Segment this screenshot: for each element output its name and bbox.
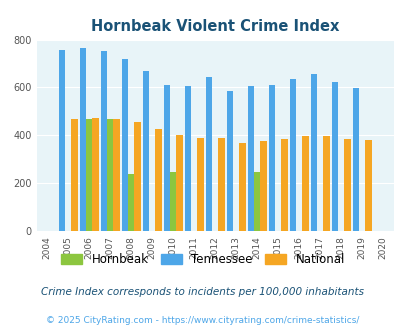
Bar	[134, 122, 140, 231]
Bar	[254, 172, 260, 231]
Bar	[142, 71, 149, 231]
Bar	[100, 51, 107, 231]
Bar	[281, 139, 287, 231]
Title: Hornbeak Violent Crime Index: Hornbeak Violent Crime Index	[91, 19, 339, 34]
Bar	[197, 138, 203, 231]
Bar	[352, 88, 358, 231]
Bar	[289, 79, 295, 231]
Bar	[302, 136, 308, 231]
Bar	[205, 77, 211, 231]
Bar	[184, 86, 190, 231]
Bar	[107, 118, 113, 231]
Bar	[79, 49, 86, 231]
Bar	[260, 141, 266, 231]
Bar	[226, 91, 232, 231]
Bar	[218, 138, 224, 231]
Bar	[331, 82, 337, 231]
Bar	[239, 143, 245, 231]
Bar	[86, 118, 92, 231]
Bar	[268, 85, 275, 231]
Bar	[310, 74, 316, 231]
Bar	[247, 85, 254, 231]
Bar	[71, 119, 77, 231]
Bar	[122, 59, 128, 231]
Bar	[92, 118, 98, 231]
Bar	[176, 135, 182, 231]
Bar	[113, 119, 119, 231]
Bar	[155, 129, 161, 231]
Bar	[343, 139, 350, 231]
Bar	[170, 172, 176, 231]
Text: © 2025 CityRating.com - https://www.cityrating.com/crime-statistics/: © 2025 CityRating.com - https://www.city…	[46, 315, 359, 325]
Legend: Hornbeak, Tennessee, National: Hornbeak, Tennessee, National	[56, 248, 349, 271]
Bar	[128, 174, 134, 231]
Bar	[163, 85, 170, 231]
Bar	[58, 50, 65, 231]
Text: Crime Index corresponds to incidents per 100,000 inhabitants: Crime Index corresponds to incidents per…	[41, 287, 364, 297]
Bar	[323, 136, 329, 231]
Bar	[364, 140, 371, 231]
